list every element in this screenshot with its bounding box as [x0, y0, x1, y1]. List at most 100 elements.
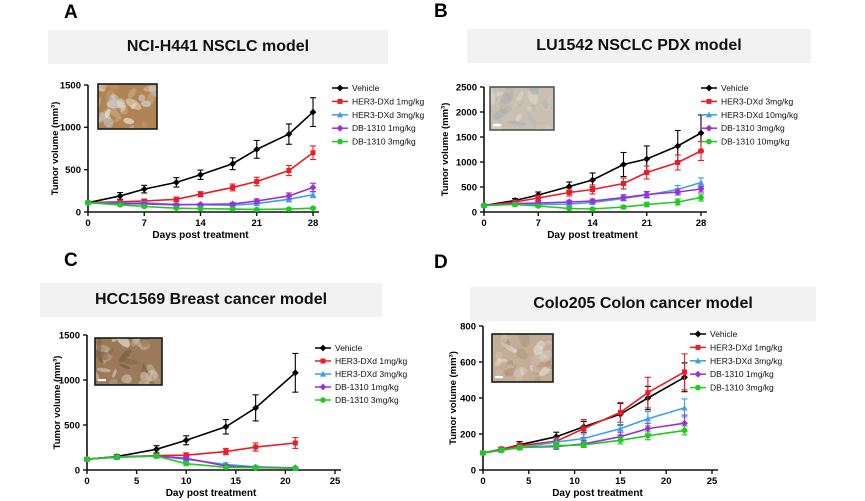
svg-text:28: 28	[696, 218, 707, 229]
legend-entry-label: Vehicle	[352, 83, 380, 93]
svg-text:14: 14	[587, 218, 598, 229]
svg-text:21: 21	[251, 218, 262, 229]
svg-text:7: 7	[142, 218, 147, 229]
legend: Vehicle HER3-DXd 1mg/kg HER3-DXd 3mg/kg DB-…	[315, 343, 408, 405]
legend-entry-label: DB-1310 1mg/kg	[352, 123, 416, 133]
legend-entry-label: DB-1310 3mg/kg	[335, 395, 399, 405]
svg-text:0: 0	[481, 218, 486, 229]
svg-text:10: 10	[569, 476, 580, 487]
svg-text:15: 15	[615, 476, 626, 487]
inset-histology-image	[94, 337, 163, 386]
svg-text:0: 0	[471, 465, 476, 476]
legend-entry-label: Vehicle	[710, 329, 738, 339]
svg-text:500: 500	[461, 182, 477, 193]
svg-text:28: 28	[308, 218, 319, 229]
inset-histology-image	[489, 86, 555, 131]
legend-entry-label: DB-1310 1mg/kg	[710, 369, 774, 379]
svg-text:14: 14	[195, 218, 206, 229]
legend-entry-label: HER3-DXd 3mg/kg	[721, 96, 794, 106]
x-axis-label: Day post treatment	[166, 488, 257, 499]
legend-entry-label: HER3-DXd 1mg/kg	[352, 96, 425, 106]
svg-text:21: 21	[641, 218, 652, 229]
panel-c-label: C	[64, 250, 78, 271]
inset-histology-image	[491, 333, 554, 383]
svg-text:0: 0	[472, 207, 477, 218]
legend-entry-label: HER3-DXd 10mg/kg	[721, 110, 798, 120]
series-db-1310-10mg-kg	[481, 193, 704, 212]
svg-text:500: 500	[64, 420, 80, 431]
svg-text:7: 7	[536, 218, 541, 229]
svg-text:600: 600	[460, 357, 476, 368]
series-db-1310-3mg-kg	[480, 425, 688, 456]
series-db-1310-3mg-kg	[84, 453, 299, 471]
legend: Vehicle HER3-DXd 1mg/kg HER3-DXd 3mg/kg DB-…	[332, 83, 425, 147]
legend-entry-label: DB-1310 10mg/kg	[721, 137, 790, 147]
svg-text:2000: 2000	[456, 107, 477, 118]
legend-entry-label: Vehicle	[335, 343, 363, 353]
svg-text:500: 500	[65, 165, 81, 176]
legend-entry-label: Vehicle	[721, 83, 749, 93]
panel-a-title: NCI-H441 NSCLC model	[48, 30, 388, 64]
plot-axes: 0 200 400 600 800 0 5 10 15 20 25 Day post treatmen…	[448, 321, 718, 499]
svg-text:1500: 1500	[456, 132, 477, 143]
series-db-1310-3mg-kg	[85, 199, 316, 213]
svg-text:2500: 2500	[456, 82, 477, 93]
svg-text:15: 15	[231, 476, 242, 487]
svg-text:25: 25	[707, 476, 718, 487]
legend-entry-label: HER3-DXd 3mg/kg	[352, 110, 425, 120]
panel-d-title: Colo205 Colon cancer model	[470, 287, 816, 321]
legend: Vehicle HER3-DXd 1mg/kg HER3-DXd 3mg/kg DB-…	[690, 329, 783, 393]
panel-c-chart: 0 500 1000 1500 0 5 10 15 20 25 Day post treatment…	[52, 330, 408, 499]
panel-c-title: HCC1569 Breast cancer model	[40, 283, 382, 317]
inset-scale-bar	[493, 124, 501, 127]
x-axis-label: Day post treatment	[547, 230, 638, 241]
plot-axes: 0 500 1000 1500 0 7 14 21 28 Days post treatment T…	[50, 80, 319, 241]
legend: Vehicle HER3-DXd 3mg/kg HER3-DXd 10mg/kg DB…	[701, 83, 798, 147]
y-axis-label: Tumor volume (mm³)	[440, 103, 451, 197]
legend-entry-label: DB-1310 3mg/kg	[352, 137, 416, 147]
svg-text:25: 25	[330, 476, 341, 487]
legend-entry-label: HER3-DXd 1mg/kg	[710, 342, 783, 352]
x-axis-label: Days post treatment	[152, 230, 249, 241]
panel-b-title: LU1542 NSCLC PDX model	[467, 29, 811, 63]
svg-text:1000: 1000	[456, 157, 477, 168]
panel-d-chart: 0 200 400 600 800 0 5 10 15 20 25 Day post treatmen…	[448, 321, 783, 499]
y-axis-label: Tumor volume (mm³)	[52, 356, 63, 450]
legend-entry-label: HER3-DXd 3mg/kg	[335, 369, 408, 379]
inset-histology-image	[97, 83, 158, 130]
svg-text:200: 200	[460, 429, 476, 440]
series-her3-dxd-3mg-kg	[481, 140, 704, 208]
panel-a-chart: 0 500 1000 1500 0 7 14 21 28 Days post treatment T…	[50, 80, 425, 241]
svg-text:5: 5	[526, 476, 532, 487]
svg-text:0: 0	[480, 476, 485, 487]
legend-entry-label: DB-1310 3mg/kg	[710, 383, 774, 393]
svg-text:1000: 1000	[60, 123, 81, 134]
svg-text:20: 20	[280, 476, 291, 487]
panel-a-label: A	[64, 2, 78, 23]
y-axis-label: Tumor volume (mm³)	[50, 102, 61, 196]
svg-text:10: 10	[181, 476, 192, 487]
inset-scale-bar	[98, 379, 106, 382]
svg-text:800: 800	[460, 321, 476, 332]
panel-b-label: B	[434, 1, 448, 22]
legend-entry-label: DB-1310 3mg/kg	[721, 123, 785, 133]
svg-text:400: 400	[460, 393, 476, 404]
panel-d-label: D	[434, 252, 448, 273]
legend-entry-label: HER3-DXd 1mg/kg	[335, 356, 408, 366]
legend-entry-label: DB-1310 1mg/kg	[335, 382, 399, 392]
svg-text:0: 0	[76, 207, 81, 218]
svg-text:0: 0	[75, 465, 80, 476]
y-axis-label: Tumor volume (mm³)	[448, 351, 459, 445]
legend-entry-label: HER3-DXd 3mg/kg	[710, 356, 783, 366]
inset-scale-bar	[495, 376, 503, 379]
svg-text:20: 20	[661, 476, 672, 487]
svg-text:0: 0	[85, 218, 90, 229]
plot-axes: 0 500 1000 1500 0 5 10 15 20 25 Day post treatment…	[52, 330, 341, 499]
svg-text:5: 5	[134, 476, 140, 487]
plot-axes: 0 500 1000 1500 2000 2500 0 7 14 21 28 Day post tre…	[440, 82, 707, 241]
svg-text:1500: 1500	[59, 330, 80, 341]
svg-text:0: 0	[84, 476, 89, 487]
panel-b-chart: 0 500 1000 1500 2000 2500 0 7 14 21 28 Day post tre…	[440, 82, 798, 241]
x-axis-label: Day post treatment	[552, 488, 643, 499]
